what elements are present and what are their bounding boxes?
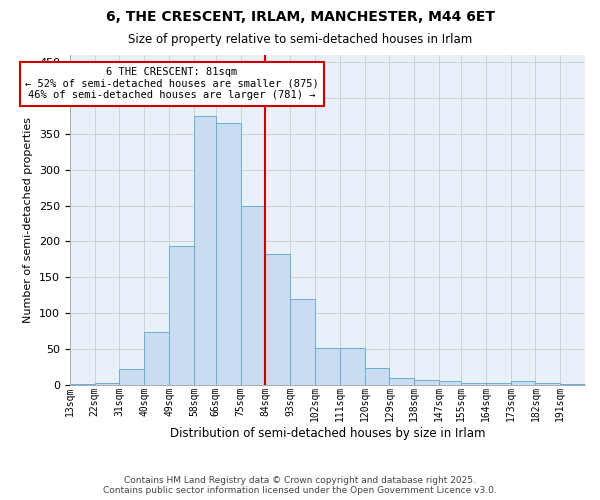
Text: 6, THE CRESCENT, IRLAM, MANCHESTER, M44 6ET: 6, THE CRESCENT, IRLAM, MANCHESTER, M44 …: [106, 10, 494, 24]
Bar: [439, 381, 461, 385]
Bar: [70, 384, 95, 385]
Bar: [194, 116, 216, 385]
Bar: [290, 300, 315, 385]
Bar: [389, 378, 414, 385]
Text: Size of property relative to semi-detached houses in Irlam: Size of property relative to semi-detach…: [128, 32, 472, 46]
Bar: [315, 348, 340, 385]
Bar: [241, 206, 265, 385]
Bar: [560, 384, 585, 385]
Bar: [414, 380, 439, 385]
Bar: [144, 332, 169, 385]
Bar: [265, 254, 290, 385]
Bar: [119, 369, 144, 385]
Bar: [340, 348, 365, 385]
Bar: [461, 382, 486, 385]
Bar: [511, 381, 535, 385]
Bar: [169, 246, 194, 385]
Bar: [216, 123, 241, 385]
X-axis label: Distribution of semi-detached houses by size in Irlam: Distribution of semi-detached houses by …: [170, 427, 485, 440]
Text: 6 THE CRESCENT: 81sqm
← 52% of semi-detached houses are smaller (875)
46% of sem: 6 THE CRESCENT: 81sqm ← 52% of semi-deta…: [25, 67, 319, 100]
Y-axis label: Number of semi-detached properties: Number of semi-detached properties: [23, 117, 34, 323]
Text: Contains HM Land Registry data © Crown copyright and database right 2025.
Contai: Contains HM Land Registry data © Crown c…: [103, 476, 497, 495]
Bar: [486, 384, 511, 385]
Bar: [365, 368, 389, 385]
Bar: [95, 382, 119, 385]
Bar: [535, 384, 560, 385]
